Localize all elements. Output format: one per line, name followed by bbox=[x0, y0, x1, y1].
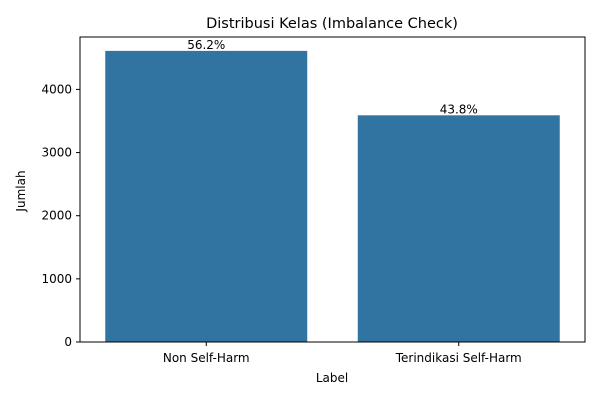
bar-0 bbox=[105, 50, 308, 343]
chart-title: Distribusi Kelas (Imbalance Check) bbox=[206, 16, 458, 32]
y-tick-label-2: 2000 bbox=[41, 209, 72, 223]
x-tick-label-1: Terindikasi Self-Harm bbox=[395, 351, 522, 365]
plot-frame bbox=[79, 36, 586, 343]
bar-value-label-0: 56.2% bbox=[187, 38, 225, 52]
x-tick-label-0: Non Self-Harm bbox=[163, 351, 250, 365]
x-axis: Non Self-Harm Terindikasi Self-Harm bbox=[163, 342, 522, 365]
bar-labels-group: 56.2% 43.8% bbox=[187, 38, 478, 116]
bar-1 bbox=[357, 115, 560, 342]
y-axis: 0 1000 2000 3000 4000 bbox=[41, 82, 80, 349]
bars-group bbox=[105, 50, 560, 343]
y-axis-label: Jumlah bbox=[14, 170, 28, 212]
y-tick-label-3: 3000 bbox=[41, 146, 72, 160]
y-tick-label-0: 0 bbox=[64, 335, 72, 349]
y-tick-label-1: 1000 bbox=[41, 272, 72, 286]
y-tick-label-4: 4000 bbox=[41, 82, 72, 96]
bar-value-label-1: 43.8% bbox=[440, 102, 478, 116]
x-axis-label: Label bbox=[316, 371, 348, 385]
